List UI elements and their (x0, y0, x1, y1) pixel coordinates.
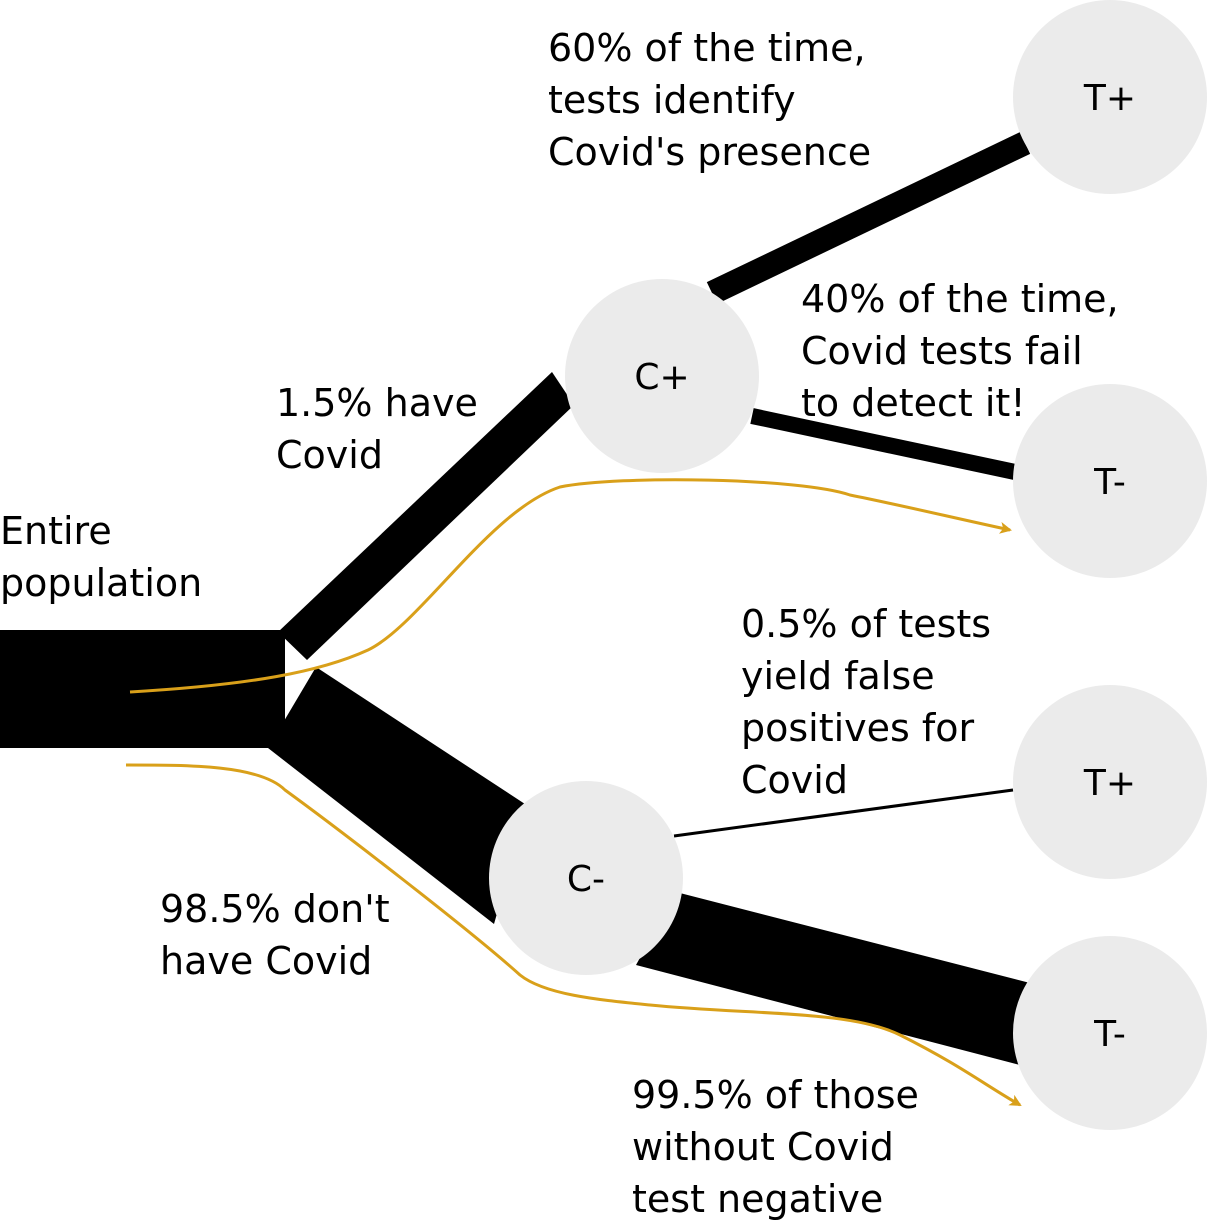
node-c-neg-label: C- (567, 859, 605, 900)
entire-population-label: Entire population (0, 509, 202, 605)
false-positive-label: 0.5% of tests yield false positives for … (741, 602, 1003, 802)
node-c-neg[interactable]: C- (489, 781, 683, 975)
true-negative-highlight-path (125, 763, 1022, 1107)
node-c-pos[interactable]: C+ (565, 279, 759, 473)
false-negative-highlight-path (129, 478, 1012, 694)
true-positive-label: 60% of the time, tests identify Covid's … (548, 26, 878, 174)
node-t-neg-top-label: T- (1093, 462, 1126, 503)
node-t-neg-bottom-label: T- (1093, 1014, 1126, 1055)
true-negative-flow (636, 892, 1030, 1065)
have-covid-label: 1.5% have Covid (276, 381, 490, 477)
false-positive-flow (673, 788, 1014, 838)
annotations: Entire population 1.5% have Covid 98.5% … (0, 26, 1131, 1221)
node-t-pos-bottom[interactable]: T+ (1013, 685, 1207, 879)
node-c-pos-label: C+ (634, 357, 689, 398)
no-covid-flow (268, 667, 528, 924)
highlight-paths (125, 478, 1022, 1107)
nodes: C+ C- T+ T- T+ T- (489, 0, 1207, 1130)
node-t-neg-top[interactable]: T- (1013, 384, 1207, 578)
node-t-pos-top-label: T+ (1083, 78, 1136, 119)
have-covid-flow (278, 372, 574, 660)
population-flow (0, 630, 285, 748)
node-t-pos-bottom-label: T+ (1083, 763, 1136, 804)
flows (0, 132, 1031, 1065)
node-t-pos-top[interactable]: T+ (1013, 0, 1207, 194)
true-positive-flow (706, 132, 1031, 304)
false-negative-label: 40% of the time, Covid tests fail to det… (801, 277, 1131, 425)
true-negative-label: 99.5% of those without Covid test negati… (632, 1073, 931, 1221)
dont-have-covid-label: 98.5% don't have Covid (160, 887, 402, 983)
false-negative-flow (750, 408, 1017, 480)
node-t-neg-bottom[interactable]: T- (1013, 936, 1207, 1130)
